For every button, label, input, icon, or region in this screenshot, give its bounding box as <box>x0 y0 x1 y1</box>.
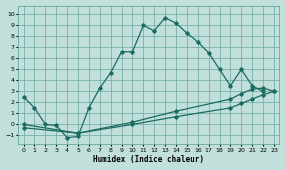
X-axis label: Humidex (Indice chaleur): Humidex (Indice chaleur) <box>93 155 204 164</box>
